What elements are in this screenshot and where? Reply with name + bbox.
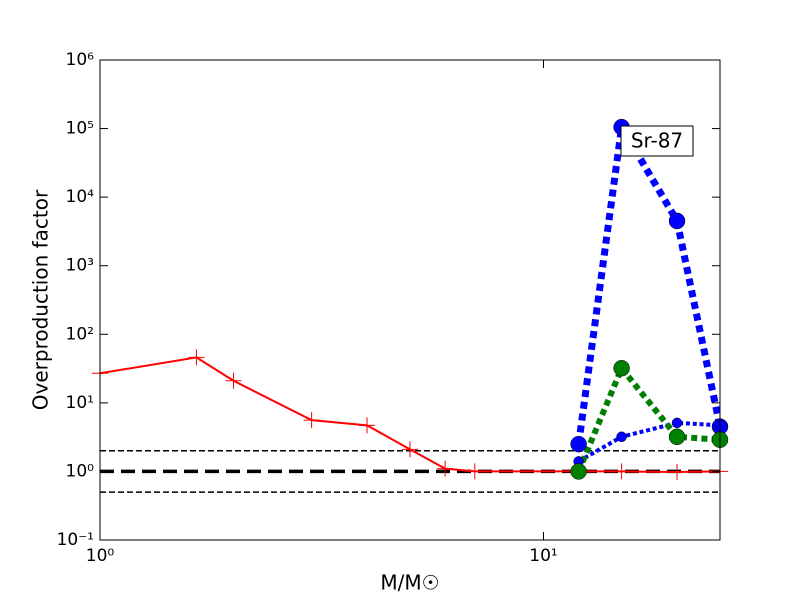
y-tick-label: 10² — [66, 324, 94, 344]
y-tick-label: 10⁵ — [66, 119, 94, 139]
y-tick-label: 10³ — [66, 256, 94, 276]
data-point — [188, 349, 205, 366]
data-point — [668, 428, 686, 446]
series-line — [575, 362, 720, 473]
data-point — [402, 441, 418, 458]
y-tick-label: 10¹ — [66, 393, 94, 413]
data-point — [668, 212, 686, 230]
annotation-box — [620, 125, 694, 157]
plot-frame — [99, 59, 721, 541]
y-tick-label: 10⁶ — [66, 50, 95, 70]
series-line — [575, 116, 720, 445]
series-line — [100, 356, 720, 474]
series-line — [577, 420, 720, 464]
annotation: Sr-87 — [631, 129, 683, 153]
data-point — [570, 435, 587, 453]
y-tick-label: 10⁴ — [66, 187, 95, 207]
x-tick-label: 10⁰ — [86, 546, 115, 566]
y-axis-label: Overproduction factor — [29, 189, 53, 410]
data-point — [437, 460, 454, 477]
data-point — [570, 463, 587, 480]
x-axis-label: M/M☉ — [380, 571, 439, 595]
data-point — [613, 359, 630, 377]
data-point — [616, 431, 627, 443]
data-point — [613, 463, 630, 480]
data-point — [359, 417, 376, 434]
data-point — [669, 464, 686, 481]
y-tick-label: 10⁻¹ — [57, 530, 94, 550]
data-point — [225, 372, 242, 389]
data-point — [303, 412, 320, 429]
data-point — [671, 417, 683, 429]
y-tick-label: 10⁰ — [66, 461, 95, 481]
x-tick-label: 10¹ — [529, 546, 557, 566]
data-point — [466, 463, 483, 480]
